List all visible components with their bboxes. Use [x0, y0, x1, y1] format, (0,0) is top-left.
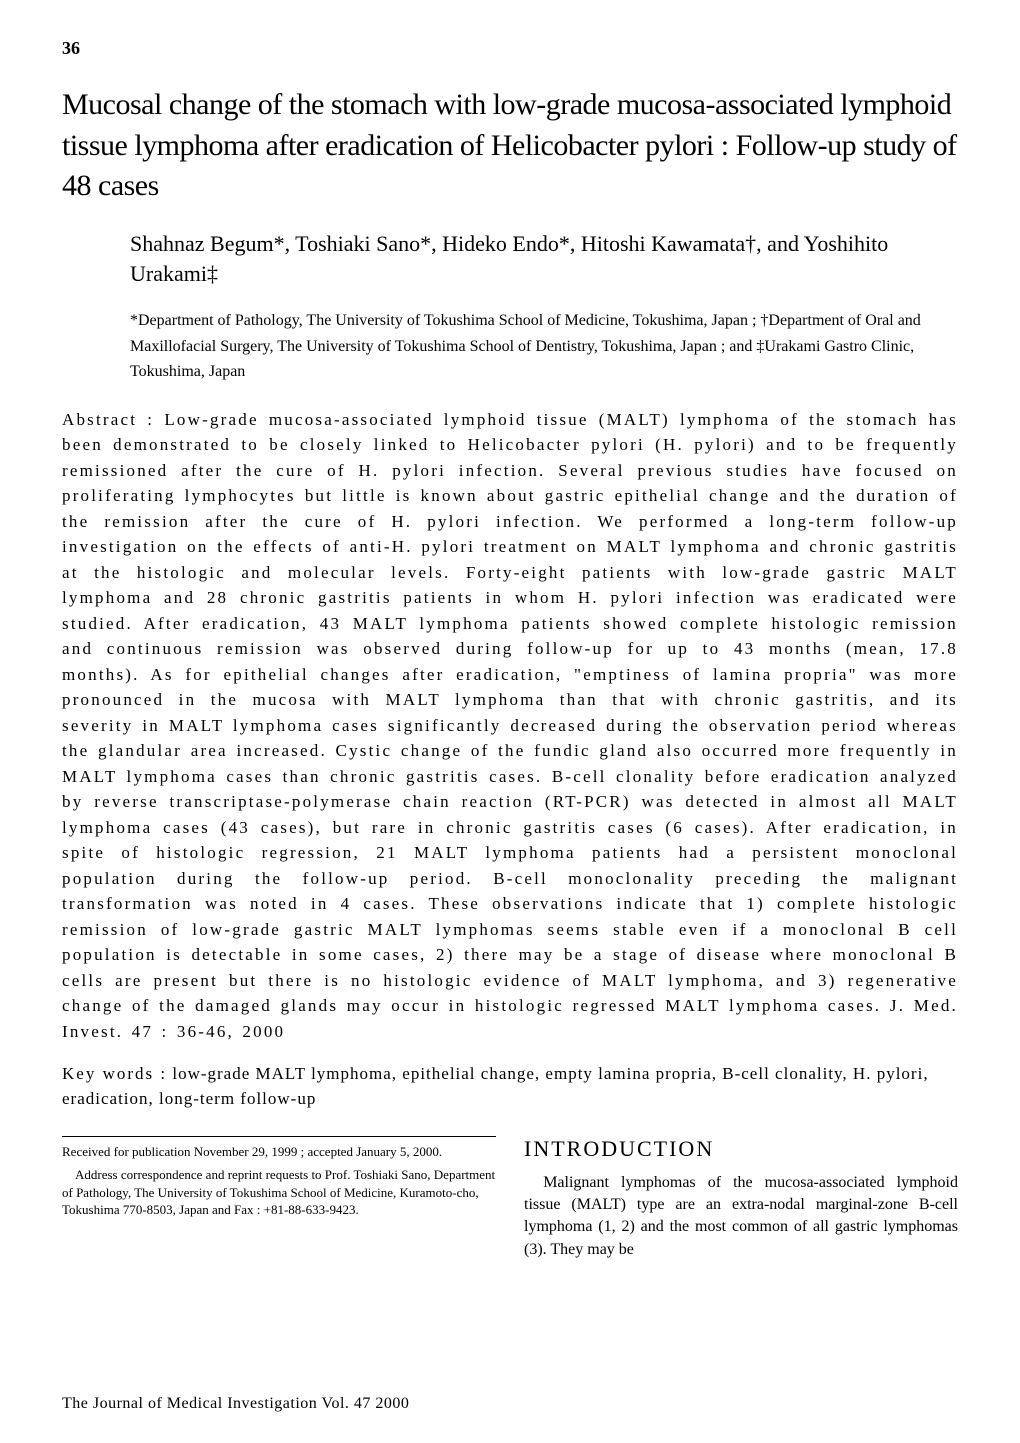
keywords: Key words : low-grade MALT lymphoma, epi…	[62, 1062, 958, 1111]
authors-list: Shahnaz Begum*, Toshiaki Sano*, Hideko E…	[130, 229, 958, 291]
introduction-column: INTRODUCTION Malignant lymphomas of the …	[524, 1136, 958, 1262]
correspondence-note: Address correspondence and reprint reque…	[62, 1166, 496, 1219]
introduction-body-text: Malignant lymphomas of the mucosa-associ…	[524, 1174, 958, 1258]
authors-block: Shahnaz Begum*, Toshiaki Sano*, Hideko E…	[62, 229, 958, 385]
abstract-text: Abstract : Low-grade mucosa-associated l…	[62, 407, 958, 1045]
introduction-heading: INTRODUCTION	[524, 1136, 958, 1162]
footnotes-column: Received for publication November 29, 19…	[62, 1136, 496, 1219]
keywords-label: Key words :	[62, 1064, 167, 1083]
page-number: 36	[62, 38, 958, 59]
introduction-body: Malignant lymphomas of the mucosa-associ…	[524, 1172, 958, 1262]
journal-footer: The Journal of Medical Investigation Vol…	[62, 1395, 409, 1413]
article-title: Mucosal change of the stomach with low-g…	[62, 85, 958, 207]
footnote-rule	[62, 1136, 496, 1137]
affiliations: *Department of Pathology, The University…	[130, 308, 958, 385]
received-note: Received for publication November 29, 19…	[62, 1143, 496, 1161]
keywords-text: low-grade MALT lymphoma, epithelial chan…	[62, 1064, 929, 1108]
lower-columns: Received for publication November 29, 19…	[62, 1136, 958, 1262]
